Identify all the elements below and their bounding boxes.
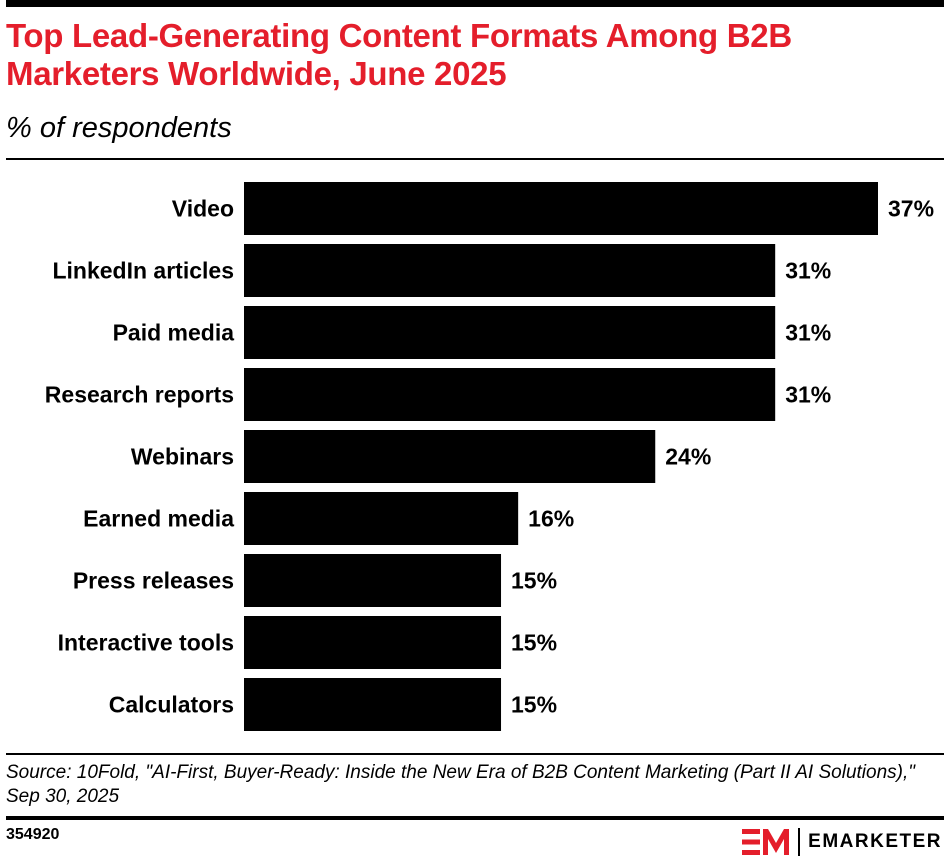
em-logo-icon — [742, 829, 790, 855]
category-label: Press releases — [73, 568, 234, 594]
category-label: Interactive tools — [58, 630, 234, 656]
bar — [244, 430, 656, 483]
footer-divider — [6, 816, 944, 820]
header-divider — [6, 158, 944, 160]
category-label: Paid media — [113, 320, 235, 346]
bar — [244, 678, 502, 731]
source-note: Source: 10Fold, "AI-First, Buyer-Ready: … — [6, 762, 915, 807]
chart-subtitle: % of respondents — [6, 112, 232, 144]
brand-name: EMARKETER — [808, 831, 942, 852]
category-label: Webinars — [131, 444, 234, 470]
value-label: 31% — [785, 382, 831, 408]
bar — [244, 368, 776, 421]
chart-id: 354920 — [6, 826, 60, 843]
bar — [244, 554, 502, 607]
value-label: 31% — [785, 320, 831, 346]
source-divider — [6, 753, 944, 755]
bar — [244, 492, 519, 545]
category-label: Earned media — [83, 506, 234, 532]
category-label: LinkedIn articles — [52, 258, 234, 284]
bar — [244, 616, 502, 669]
chart-title: Top Lead-Generating Content Formats Amon… — [6, 17, 792, 92]
value-label: 37% — [888, 196, 934, 222]
bar — [244, 182, 878, 235]
value-label: 16% — [528, 506, 574, 532]
bar — [244, 306, 776, 359]
value-label: 24% — [665, 444, 711, 470]
value-label: 15% — [511, 692, 557, 718]
brand: EMARKETER — [742, 825, 942, 859]
category-label: Calculators — [109, 692, 234, 718]
brand-separator — [798, 828, 801, 856]
category-label: Video — [172, 196, 234, 222]
value-label: 31% — [785, 258, 831, 284]
top-rule — [6, 0, 944, 7]
category-label: Research reports — [45, 382, 234, 408]
bar — [244, 244, 776, 297]
bar-chart: Video 37% LinkedIn articles 31% Paid media 31… — [45, 182, 934, 731]
value-label: 15% — [511, 568, 557, 594]
value-label: 15% — [511, 630, 557, 656]
